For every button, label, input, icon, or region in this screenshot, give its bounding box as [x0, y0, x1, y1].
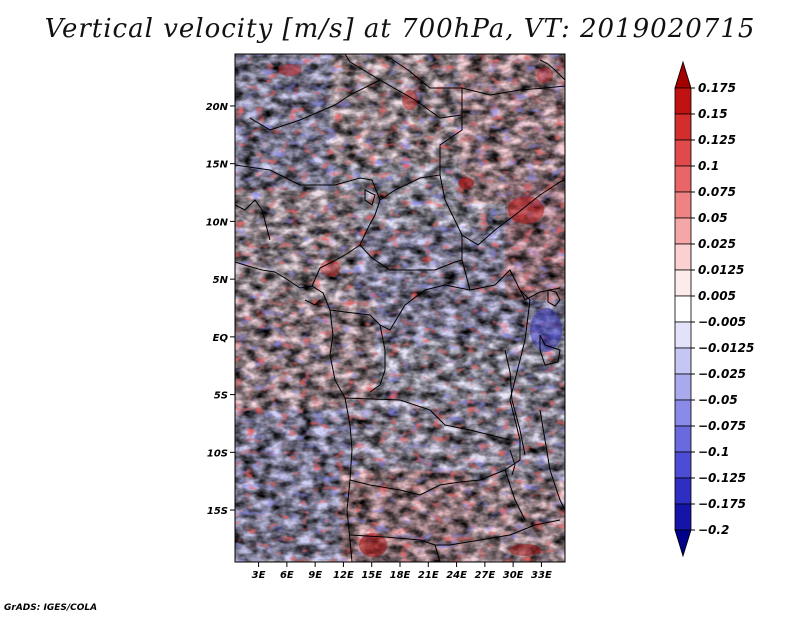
velocity-field: [235, 54, 565, 562]
colorbar-label: 0.125: [698, 133, 736, 147]
lon-label: 27E: [474, 570, 495, 581]
lat-label: 15N: [206, 160, 229, 171]
colorbar-swatch: [674, 113, 692, 141]
colorbar-swatch: [674, 165, 692, 193]
colorbar-swatch: [674, 425, 692, 453]
lat-label: 20N: [206, 102, 229, 113]
lon-label: 6E: [280, 570, 294, 581]
colorbar-label: −0.125: [698, 471, 746, 485]
colorbar-label: −0.0125: [698, 341, 754, 355]
colorbar-label: −0.2: [698, 523, 729, 537]
colorbar-label: −0.175: [698, 497, 746, 511]
colorbar-swatch: [674, 529, 692, 558]
coastlines-borders: [235, 54, 565, 562]
lon-label: 33E: [531, 570, 552, 581]
colorbar-swatch: [674, 373, 692, 401]
lat-label: 5S: [214, 391, 228, 402]
lon-label: 18E: [390, 570, 411, 581]
lon-label: 3E: [252, 570, 266, 581]
colorbar-swatch: [674, 217, 692, 245]
colorbar-label: −0.1: [698, 445, 729, 459]
colorbar-label: 0.15: [698, 107, 728, 121]
colorbar-label: 0.175: [698, 81, 736, 95]
lat-label: EQ: [213, 333, 229, 344]
colorbar-swatch: [674, 139, 692, 167]
colorbar-swatch: [674, 243, 692, 271]
colorbar-label: 0.005: [698, 289, 736, 303]
colorbar-label: 0.1: [698, 159, 719, 173]
lon-label: 30E: [503, 570, 524, 581]
lat-label: 5N: [213, 275, 229, 286]
colorbar-swatch: [674, 399, 692, 427]
colorbar-swatch: [674, 269, 692, 297]
colorbar-swatch: [674, 451, 692, 479]
colorbar-swatch: [674, 60, 692, 89]
colorbar-swatch: [674, 347, 692, 375]
colorbar-swatch: [674, 503, 692, 531]
colorbar-label: −0.005: [698, 315, 746, 329]
lon-label: 24E: [446, 570, 467, 581]
colorbar-label: 0.075: [698, 185, 736, 199]
colorbar-swatch: [674, 477, 692, 505]
grads-credit: GrADS: IGES/COLA: [4, 603, 98, 613]
lat-label: 15S: [207, 506, 228, 517]
colorbar-label: −0.025: [698, 367, 746, 381]
figure-title: Vertical velocity [m/s] at 700hPa, VT: 2…: [44, 14, 756, 44]
colorbar-label: −0.075: [698, 419, 746, 433]
colorbar-swatch: [674, 191, 692, 219]
colorbar-swatch: [674, 87, 692, 115]
longitude-axis: 3E 6E 9E 12E 15E 18E 21E 24E 27E 30E 33E: [252, 562, 552, 581]
latitude-axis: 20N 15N 10N 5N EQ 5S 10S 15S: [206, 102, 235, 517]
lon-label: 21E: [418, 570, 439, 581]
colorbar-swatch: [674, 295, 692, 323]
lon-label: 15E: [361, 570, 382, 581]
colorbar: 0.175 0.15 0.125 0.1 0.075 0.05 0.025 0.0125 0.0…: [674, 60, 754, 558]
colorbar-label: 0.0125: [698, 263, 744, 277]
colorbar-label: −0.05: [698, 393, 738, 407]
lon-label: 9E: [308, 570, 322, 581]
lat-label: 10N: [206, 217, 229, 228]
lon-label: 12E: [333, 570, 354, 581]
colorbar-label: 0.05: [698, 211, 728, 225]
colorbar-swatch: [674, 321, 692, 349]
lat-label: 10S: [207, 448, 228, 459]
colorbar-label: 0.025: [698, 237, 736, 251]
